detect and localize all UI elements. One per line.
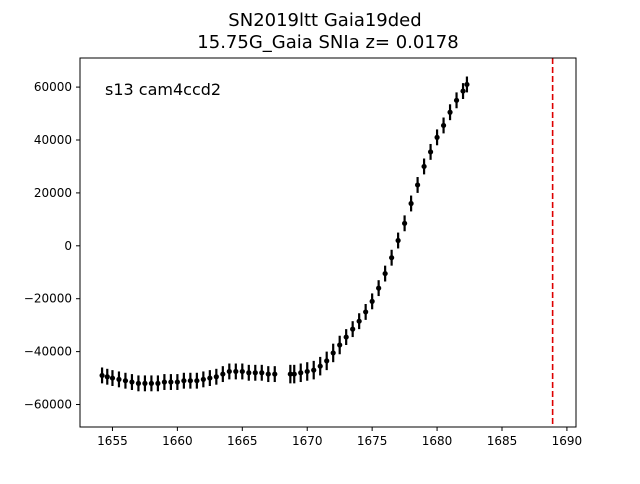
data-point [304,362,310,381]
data-point [343,329,349,345]
x-tick-label: 1690 [552,434,583,448]
data-point [447,104,453,121]
data-point [350,321,356,338]
data-point [239,363,245,380]
data-point [129,374,135,390]
data-point [148,375,155,392]
chart-title-line2: 15.75G_Gaia SNIa z= 0.0178 [197,32,458,53]
data-point [464,76,470,93]
plot-frame [79,57,577,428]
data-point [408,195,414,212]
data-point [233,363,239,380]
data-point [317,356,323,376]
data-point [382,265,388,282]
data-point [356,313,362,330]
data-point [460,83,466,99]
data-point [421,158,427,175]
data-point [324,351,330,371]
x-tick-label: 1670 [292,434,323,448]
data-point [259,364,265,381]
data-point [155,375,161,392]
data-point [434,129,440,146]
data-point [142,375,148,392]
x-tick-label: 1655 [97,434,128,448]
data-point [181,372,187,389]
y-tick-label: −60000 [24,398,72,412]
chart-title-line1: SN2019ltt Gaia19ded [228,10,421,31]
x-tick-label: 1685 [487,434,518,448]
data-point [337,335,343,355]
data-point [104,368,110,385]
data-point [402,215,408,232]
data-point [252,364,258,381]
y-tick-label: −20000 [24,292,72,306]
data-point [109,370,116,386]
data-point [427,143,434,160]
data-point [369,293,375,310]
data-point [291,364,297,384]
y-tick-label: 20000 [34,186,72,200]
data-point [207,370,213,386]
data-point [298,363,304,383]
data-point [414,177,421,193]
data-point [213,368,219,385]
data-point [135,375,142,392]
data-point [287,364,293,384]
data-point [99,367,105,384]
y-tick-label: 40000 [34,133,72,147]
data-point [116,371,122,388]
data-point [265,366,271,383]
y-axis-ticks: −60000 −40000 −20000 0 20000 40000 60000 [24,80,80,412]
data-point [440,117,447,134]
data-point [311,360,317,380]
data-point [122,372,129,389]
chart-annotation: s13 cam4ccd2 [105,80,221,99]
data-point [226,363,232,380]
data-point [168,374,174,390]
data-point [330,343,336,363]
data-point [363,304,369,320]
data-point [200,371,206,388]
data-point [272,366,278,383]
x-tick-label: 1660 [162,434,193,448]
x-tick-label: 1680 [422,434,453,448]
data-point [161,374,167,390]
y-tick-label: 0 [64,239,72,253]
data-point [194,372,200,389]
x-tick-label: 1675 [357,434,388,448]
y-tick-label: −40000 [24,345,72,359]
data-point [395,232,401,249]
data-point [220,366,226,383]
data-point [187,372,193,389]
x-tick-label: 1665 [227,434,258,448]
data-points-layer [99,76,470,392]
data-point [376,280,382,297]
data-point [174,374,180,390]
data-point [389,249,395,266]
data-point [453,92,460,109]
y-tick-label: 60000 [34,80,72,94]
x-axis-ticks: 1655 1660 1665 1670 1675 1680 1685 1690 [97,427,582,448]
data-point [246,364,252,381]
